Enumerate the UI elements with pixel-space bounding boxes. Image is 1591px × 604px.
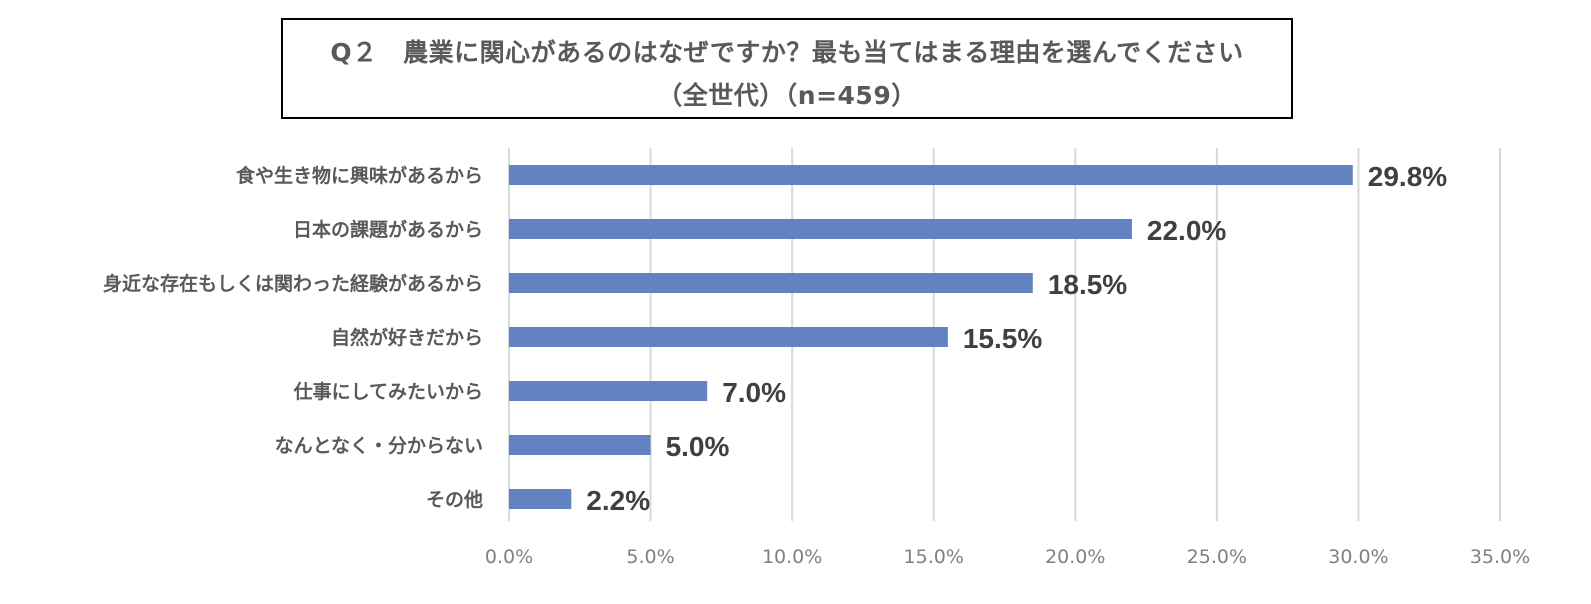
category-label: 仕事にしてみたいから [293,380,483,403]
bar [509,381,708,401]
category-label: 日本の課題があるから [293,218,483,241]
category-label: 身近な存在もしくは関わった経験があるから [103,272,483,295]
data-label: 2.2% [586,485,650,516]
x-tick-label: 10.0% [762,546,822,568]
data-label: 5.0% [666,431,730,462]
category-label: なんとなく・分からない [275,435,483,457]
x-tick-label: 20.0% [1045,546,1105,568]
chart-title-box: Q２ 農業に関心があるのはなぜですか？最も当てはまる理由を選んでください （全世… [281,18,1293,119]
x-tick-label: 0.0% [485,546,533,568]
bar [509,273,1033,293]
bar [509,165,1353,185]
bar [509,327,948,347]
x-tick-label: 30.0% [1328,546,1388,568]
category-label: その他 [426,488,483,511]
category-label: 自然が好きだから [331,326,483,349]
bar [509,219,1132,239]
data-label: 29.8% [1368,161,1447,192]
x-tick-label: 15.0% [904,546,964,568]
data-label: 18.5% [1048,269,1127,300]
x-tick-label: 25.0% [1187,546,1247,568]
x-tick-label: 5.0% [626,546,674,568]
chart-subtitle: （全世代）（n=459） [657,81,917,110]
category-label: 食や生き物に興味があるから [236,164,483,187]
bar [509,489,572,509]
data-label: 15.5% [963,323,1042,354]
chart-title: Q２ 農業に関心があるのはなぜですか？最も当てはまる理由を選んでください [330,38,1244,67]
data-label: 22.0% [1147,215,1226,246]
bar [509,435,651,455]
x-tick-label: 35.0% [1470,546,1530,568]
data-label: 7.0% [722,377,786,408]
